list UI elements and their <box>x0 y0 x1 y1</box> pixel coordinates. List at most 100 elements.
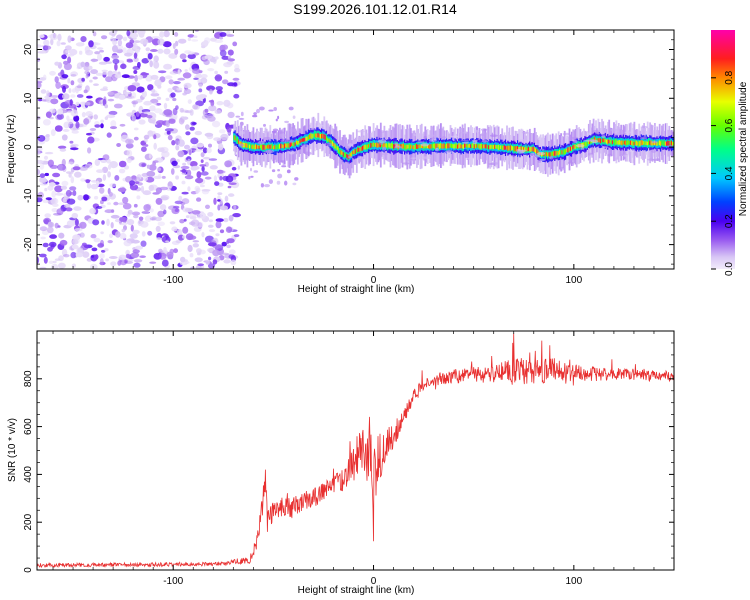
noise-cell <box>101 35 108 40</box>
ridge-cell <box>502 146 505 150</box>
ridge-cell <box>619 140 621 145</box>
noise-cell <box>190 219 200 227</box>
noise-cell <box>65 49 71 54</box>
ridge-cell <box>655 141 657 146</box>
ridge-halo <box>460 139 469 142</box>
snr-xlabel: Height of straight line (km) <box>298 585 415 596</box>
noise-cell <box>101 69 108 73</box>
noise-cell <box>42 74 47 81</box>
noise-cell <box>107 202 111 205</box>
ridge-cell <box>416 143 418 149</box>
noise-cell <box>182 235 186 239</box>
ridge-halo <box>586 132 591 136</box>
ridge-cell <box>331 141 334 147</box>
ridge-halo <box>356 130 365 133</box>
ridge-halo <box>304 151 312 156</box>
noise-cell <box>87 147 92 154</box>
noise-cell <box>82 251 90 258</box>
ridge-cell <box>353 149 356 154</box>
noise-cell <box>118 94 126 100</box>
ridge-cell <box>567 147 570 153</box>
ridge-halo <box>570 157 575 161</box>
noise-cell <box>227 185 232 189</box>
ridge-cell <box>471 143 474 149</box>
noise-cell <box>190 165 200 170</box>
noise-cell <box>65 207 73 212</box>
ridge-cell <box>250 144 252 149</box>
noise-cell <box>64 203 71 209</box>
ridge-halo <box>539 158 546 161</box>
noise-cell <box>171 113 178 121</box>
noise-cell <box>156 96 162 101</box>
colorbar-tick-label: 0.2 <box>724 214 735 228</box>
noise-cell <box>163 48 171 55</box>
noise-cell <box>195 100 205 107</box>
noise-cell <box>118 160 127 168</box>
colorbar-tick-label: 0.6 <box>724 118 735 132</box>
snr-frame <box>36 330 675 571</box>
noise-cell <box>63 63 72 71</box>
noise-cell <box>73 115 80 122</box>
noise-cell <box>228 214 234 222</box>
noise-cell <box>182 72 192 79</box>
ridge-cell <box>265 145 268 149</box>
ridge-cell <box>494 144 496 149</box>
ridge-cell <box>363 145 365 150</box>
ridge-halo <box>257 140 265 145</box>
noise-cell <box>67 161 74 165</box>
ridge-cell <box>479 144 482 149</box>
noise-cell <box>172 97 177 102</box>
noise-cell <box>150 74 159 80</box>
noise-cell <box>177 77 186 81</box>
ridge-cell <box>341 151 344 155</box>
ridge-cell <box>450 143 453 149</box>
noise-cell <box>99 258 104 266</box>
ridge-cell <box>495 144 498 149</box>
noise-cell <box>69 48 78 56</box>
noise-cell <box>219 36 224 40</box>
noise-cell <box>156 120 165 126</box>
noise-cell <box>189 109 194 116</box>
ridge-cell <box>531 147 534 151</box>
noise-cell <box>240 111 244 117</box>
ridge-cell <box>607 139 609 145</box>
noise-cell <box>102 174 107 181</box>
ridge-halo <box>413 133 420 137</box>
noise-cell <box>140 240 147 247</box>
noise-cell <box>37 256 40 264</box>
noise-cell <box>57 108 64 115</box>
noise-cell <box>44 172 49 177</box>
noise-cell <box>148 184 154 192</box>
ridge-cell <box>268 144 270 149</box>
ridge-cell <box>632 140 635 146</box>
ridge-cell <box>430 144 433 149</box>
noise-cell <box>58 255 64 262</box>
ridge-halo <box>377 139 387 144</box>
noise-cell <box>131 114 137 122</box>
noise-cell <box>271 169 276 173</box>
noise-cell <box>163 30 170 38</box>
noise-cell <box>260 183 264 188</box>
ridge-cell <box>383 142 386 148</box>
noise-cell <box>117 260 122 266</box>
ridge-cell <box>382 143 385 148</box>
noise-cell <box>201 231 205 238</box>
y-tick-label: 10 <box>23 92 34 104</box>
ridge-halo <box>559 166 565 171</box>
ridge-halo <box>516 150 524 154</box>
ridge-halo <box>610 128 620 132</box>
ridge-cell <box>370 142 373 148</box>
noise-cell <box>68 88 72 94</box>
noise-cell <box>158 252 167 260</box>
ridge-cell <box>313 132 316 137</box>
ridge-cell <box>587 140 590 145</box>
ridge-cell <box>568 147 571 152</box>
ridge-cell <box>517 146 519 151</box>
noise-cell <box>183 218 187 222</box>
noise-cell <box>69 99 73 106</box>
noise-cell <box>49 182 56 187</box>
noise-cell <box>149 208 154 213</box>
ridge-halo <box>401 162 410 165</box>
noise-cell <box>132 42 138 50</box>
noise-cell <box>190 266 195 269</box>
